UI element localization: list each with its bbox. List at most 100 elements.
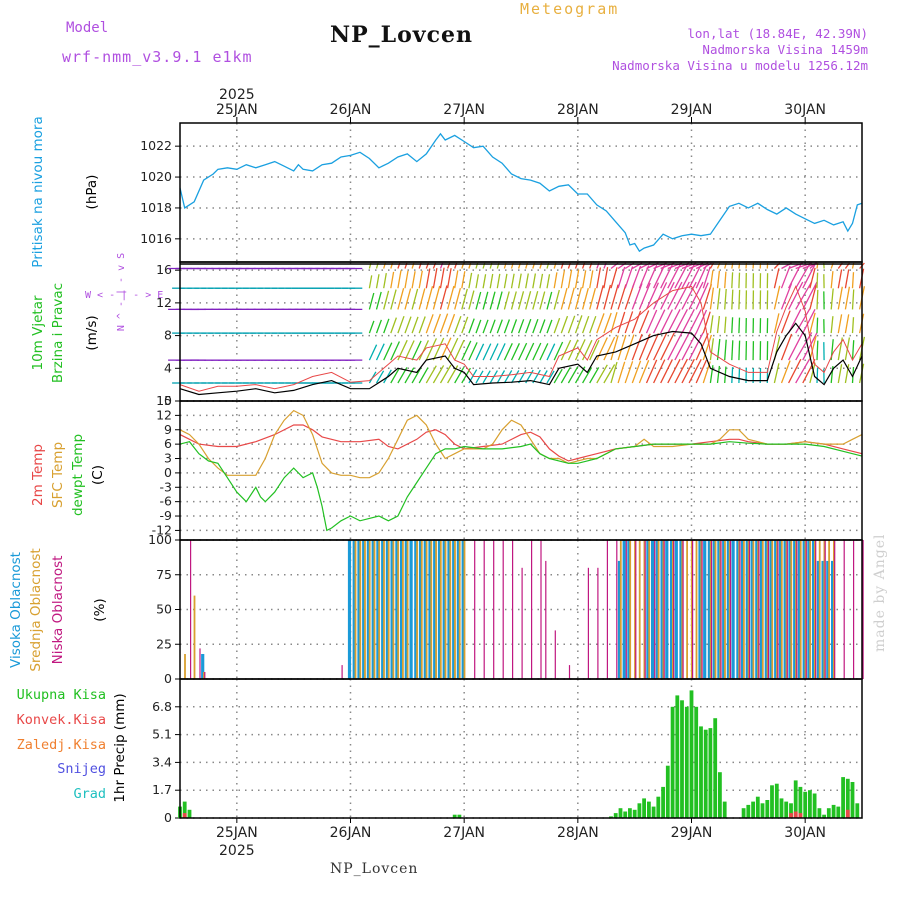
wind-arrow (553, 341, 564, 361)
precip-bar-total (765, 800, 770, 818)
wind-arrow (375, 319, 383, 334)
wind-arrow (482, 274, 487, 289)
wind-arrow (653, 309, 666, 334)
low-cloud-bar (531, 540, 533, 679)
model-elevation-label: Nadmorska Visina u modelu 1256.12m (612, 58, 868, 73)
wind-arrow (510, 291, 517, 310)
wind-arrow (716, 315, 721, 334)
y-tick-label: 100 (148, 532, 172, 547)
wind-arrow (660, 309, 673, 334)
wind-arrow (681, 264, 695, 289)
wind-arrow (567, 287, 575, 310)
wind-arrow (617, 284, 627, 310)
low-cloud-bar (204, 672, 206, 679)
top-date-label: 30JAN (784, 102, 826, 118)
wind-arrow (645, 264, 658, 289)
high-cloud-bar (783, 540, 787, 679)
wind-arrow (517, 273, 522, 289)
coords-label: lon,lat (18.84E, 42.39N) (687, 26, 868, 41)
wind-arrow (383, 318, 390, 334)
low-cloud-bar (767, 540, 769, 679)
high-cloud-bar (433, 540, 437, 679)
temp-2m-label: 2m Temp (30, 444, 46, 506)
wind-arrow (802, 309, 816, 334)
wind-arrow (702, 266, 711, 289)
y-tick-label: -3 (160, 479, 172, 494)
wind-arrow (418, 340, 429, 361)
wind-arrow (532, 318, 539, 334)
temp-sfc-label: SFC Temp (50, 442, 66, 508)
low-cloud-bar (341, 665, 343, 679)
wind-arrow (603, 266, 609, 289)
low-cloud-bar (502, 540, 504, 679)
high-cloud-bar (755, 540, 759, 679)
y-tick-label: 12 (156, 295, 172, 310)
precip-bar-total (680, 700, 684, 818)
wind-arrow (716, 365, 721, 384)
wind-arrow (432, 365, 445, 384)
mid-cloud-bar (425, 540, 428, 679)
temp-sfc-line (179, 409, 863, 479)
wind-arrow (773, 363, 780, 384)
mid-cloud-bar (757, 540, 759, 679)
high-cloud-bar (201, 654, 205, 679)
high-cloud-bar (418, 540, 423, 679)
wind-arrow (553, 368, 563, 384)
wind-arrow (731, 317, 734, 334)
low-cloud-bar (748, 540, 750, 679)
wind-arrow (773, 268, 780, 289)
wind-arrow (795, 332, 813, 361)
precip-bar-total (187, 809, 192, 818)
wind-arrow (716, 288, 721, 310)
wind-arrow (468, 290, 475, 310)
panel-frame-precip (179, 678, 863, 819)
mid-cloud-bar (780, 540, 783, 679)
wind-arrow (496, 319, 503, 334)
wind-arrow (816, 340, 819, 361)
wind-arrow (660, 281, 675, 310)
dewpoint-label: dewpt Temp (70, 434, 86, 516)
y-tick-label: 12 (156, 407, 172, 422)
wind-arrow (795, 308, 811, 334)
watermark: made by Angel (872, 533, 888, 653)
wind-arrow (695, 359, 708, 384)
wind-arrow (681, 281, 697, 310)
precip-bar-total (699, 726, 703, 818)
wind-arrow (681, 309, 695, 334)
wind-arrow (837, 364, 843, 384)
y-tick-label: 1020 (140, 169, 172, 184)
wind-arrow (631, 283, 643, 310)
wind-unit-label: (m/s) (84, 315, 100, 350)
wind-arrow (837, 314, 843, 334)
high-cloud-bar (395, 540, 399, 679)
low-cloud-bar (824, 540, 826, 679)
mid-cloud-bar (439, 540, 442, 679)
wind-arrow (596, 337, 608, 361)
wind-arrow (624, 266, 634, 289)
high-cloud-bar (646, 540, 650, 679)
wind-arrow (738, 317, 741, 334)
precip-bar-total (637, 803, 642, 818)
precip-bar-total (845, 778, 850, 818)
high-cloud-bar (826, 560, 830, 679)
mid-cloud-bar (690, 540, 693, 679)
wind-arrow (468, 318, 475, 334)
mid-cloud-bar (430, 540, 433, 679)
low-cloud-bar (701, 540, 703, 679)
wind-arrow (375, 370, 385, 384)
wind-arrow (589, 339, 600, 361)
wind-arrow (688, 309, 702, 334)
y-tick-label: -6 (160, 494, 173, 509)
mid-cloud-bar (435, 540, 437, 679)
mid-cloud-bar (814, 540, 816, 679)
wind-arrow (461, 340, 472, 361)
wind-arrow (667, 358, 681, 384)
wind-arrow (503, 370, 513, 384)
wind-arrow (617, 334, 627, 361)
mid-cloud-bar (364, 540, 366, 679)
wind-arrow (851, 340, 855, 361)
y-tick-label: 9 (164, 422, 172, 437)
precip-bar-total (618, 808, 623, 818)
precip-bar-convective (845, 809, 850, 818)
mid-cloud-bar (629, 540, 632, 679)
